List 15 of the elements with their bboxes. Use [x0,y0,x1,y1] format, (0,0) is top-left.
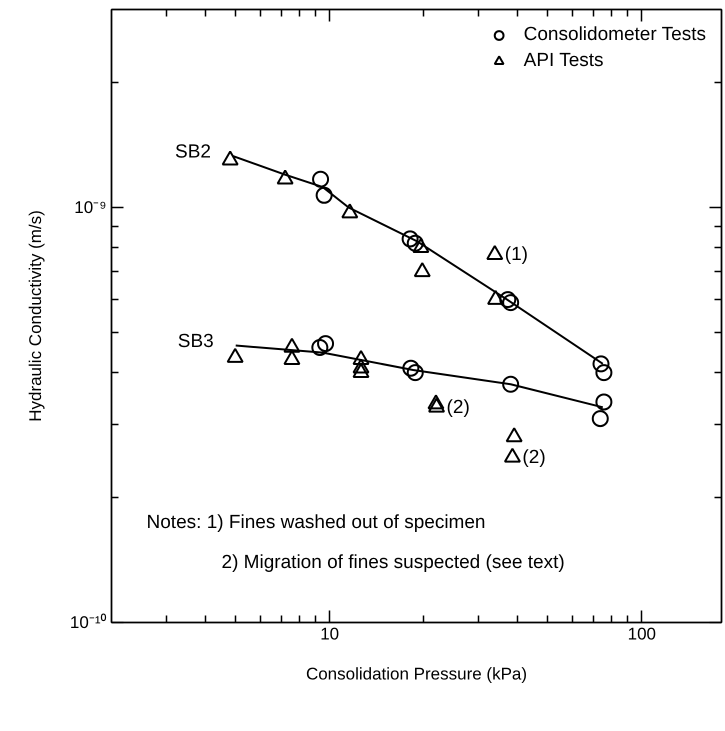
y-tick-label: 10⁻⁹ [74,198,107,218]
y-axis-title: Hydraulic Conductivity (m/s) [26,210,45,422]
annotation: SB3 [178,331,214,352]
x-tick-label: 100 [628,624,656,644]
x-tick-label: 10 [320,624,340,644]
legend-label: API Tests [524,50,604,72]
x-axis-title: Consolidation Pressure (kPa) [306,664,528,684]
annotation: Notes: 1) Fines washed out of specimen [146,512,486,533]
annotation: (2) [522,446,546,468]
legend-label: Consolidometer Tests [524,24,706,46]
annotation: SB2 [175,142,211,163]
annotation: (2) [446,396,470,418]
y-tick-label: 10⁻¹⁰ [70,613,107,632]
annotation: 2) Migration of fines suspected (see text) [222,552,565,573]
annotation: (1) [504,244,528,266]
